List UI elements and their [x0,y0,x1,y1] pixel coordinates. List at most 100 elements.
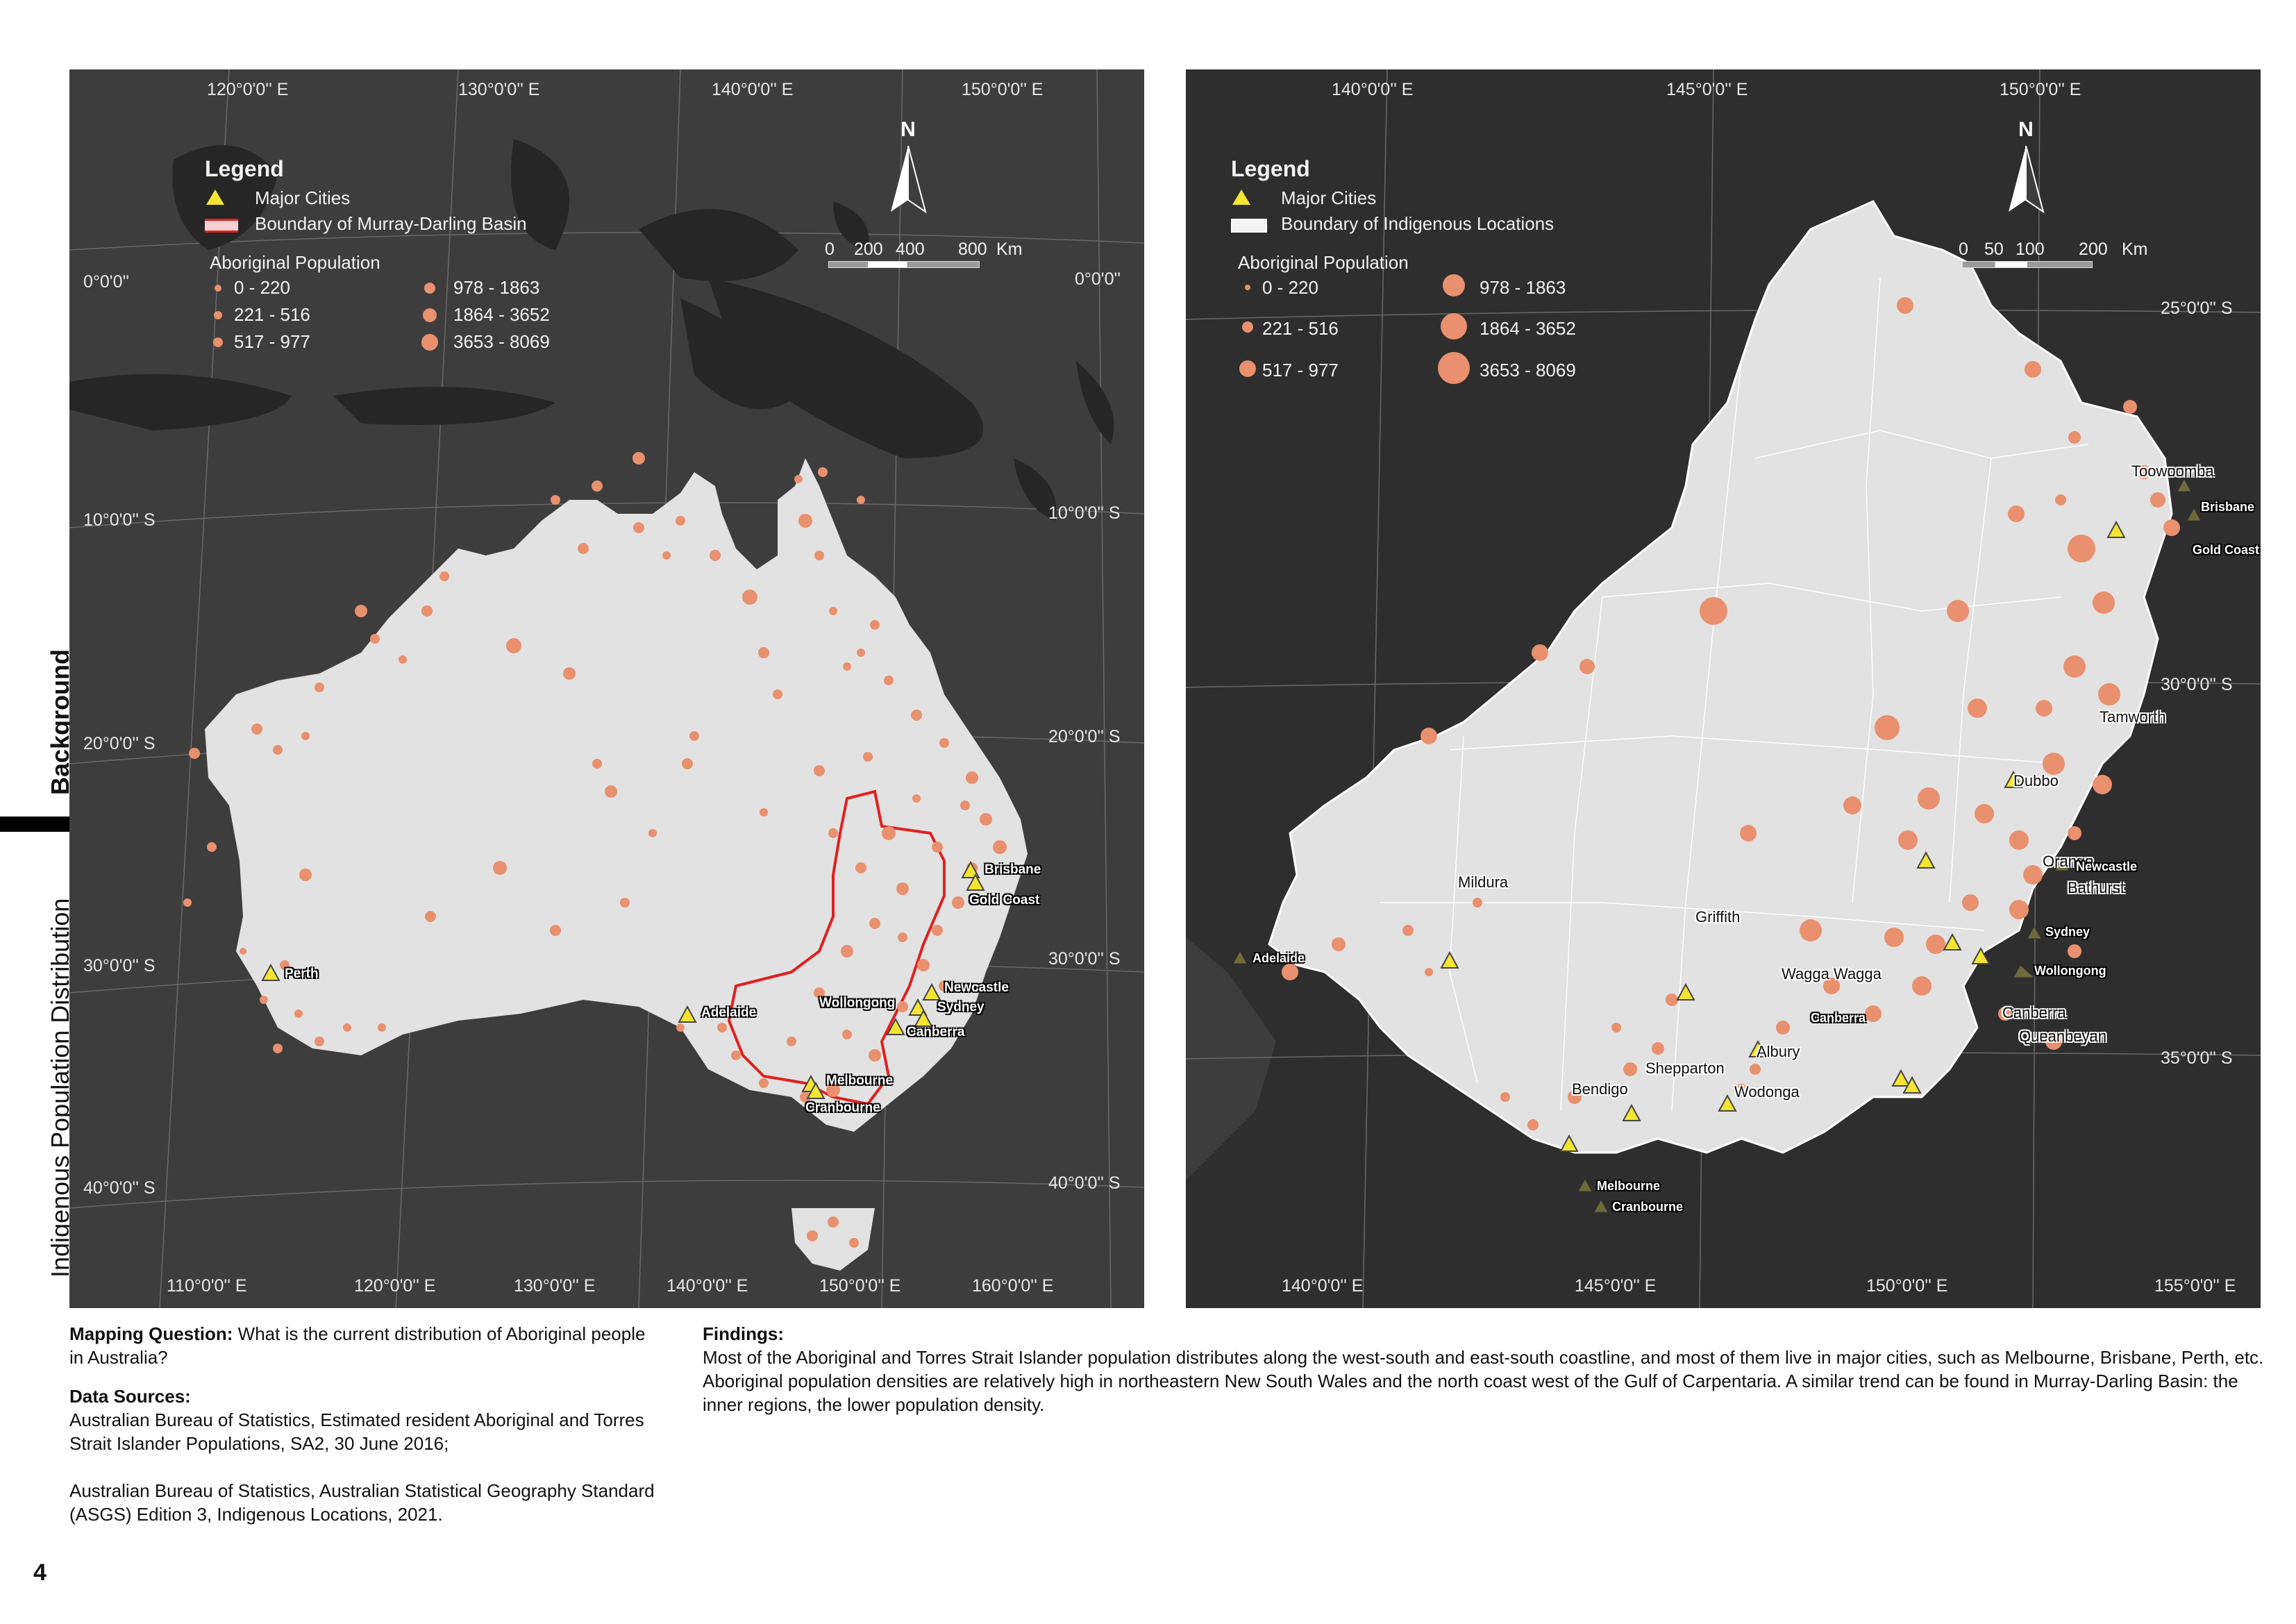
lat-left-1: 0°0'0'' [83,272,130,292]
lat-left-4: 30°0'0'' S [83,956,156,976]
city-label-wagga-wagga: Wagga Wagga [1782,965,1882,982]
r-pop-class-dot-3 [1239,360,1256,377]
lat-right-5: 40°0'0'' S [1048,1173,1121,1193]
lon-bottom-4: 140°0'0'' E [667,1276,748,1296]
r-lat-right-3: 35°0'0'' S [2161,1048,2233,1068]
r-legend-pop-title: Aboriginal Population [1238,252,1409,273]
lon-top-3: 140°0'0'' E [712,80,794,99]
r-legend-boundary: Boundary of Indigenous Locations [1281,213,1555,234]
city-label-melbourne: Melbourne [826,1073,894,1088]
lat-left-2: 10°0'0'' S [83,510,156,530]
city-label-queanbeyan: Queanbeyan [2019,1028,2106,1045]
data-sources-label: Data Sources: [69,1386,191,1407]
sea [1186,937,1276,1180]
r-scale-0: 0 [1959,240,1968,259]
scale-800: 800 [958,240,987,259]
city-label-adelaide: Adelaide [701,1005,757,1020]
city-label-canberra-r: Canberra [2002,1004,2066,1021]
lon-top-2: 130°0'0'' E [458,80,540,99]
r-lon-top-1: 140°0'0'' E [1332,80,1414,99]
section-divider [0,817,69,832]
lat-left-5: 40°0'0'' S [83,1178,156,1198]
scale-unit: Km [996,240,1023,259]
scale-bar [828,261,980,268]
r-pop-class-1: 0 - 220 [1262,277,1318,298]
north-arrow-icon [891,146,927,214]
city-label-wollongong: Wollongong [819,996,896,1010]
pop-class-5: 1864 - 3652 [453,304,550,325]
city-label-wollongong-r: Wollongong [2034,964,2106,978]
mapping-question: Mapping Question: What is the current di… [69,1322,660,1369]
side-title: Background Indigenous Population Distrib… [15,0,74,1624]
pop-class-dot-3 [213,337,223,347]
lon-bottom-1: 110°0'0'' E [167,1276,247,1296]
australia-map-graphic [69,69,1144,1308]
findings-label: Findings: [703,1323,784,1344]
boundary-swatch-icon [205,219,238,233]
city-label-cranbourne: Cranbourne [805,1100,880,1115]
city-label-orange: Orange [2043,853,2094,870]
city-label-shepparton: Shepparton [1645,1060,1725,1077]
r-scale-100: 100 [2016,240,2045,259]
r-boundary-swatch-icon [1231,219,1267,233]
city-label-dubbo: Dubbo [2013,772,2059,789]
scale-200: 200 [854,240,883,259]
murray-darling-map[interactable]: 140°0'0'' E 145°0'0'' E 150°0'0'' E 140°… [1186,69,2261,1308]
city-label-gold-coast: Gold Coast [969,893,1040,907]
r-lon-bottom-1: 140°0'0'' E [1282,1276,1364,1296]
r-scale-50: 50 [1984,240,2004,259]
australia-mainland [205,458,1028,1132]
city-markers-right [1440,520,2126,1152]
legend-boundary: Boundary of Murray-Darling Basin [255,213,527,234]
r-scale-200: 200 [2079,240,2108,259]
r-lon-bottom-3: 150°0'0'' E [1866,1276,1948,1296]
r-lon-top-3: 150°0'0'' E [2000,80,2081,99]
r-pop-class-dot-6 [1438,352,1470,384]
pop-class-3: 517 - 977 [234,331,310,352]
lat-right-4: 30°0'0'' S [1048,949,1121,969]
city-label-bathurst: Bathurst [2068,879,2125,896]
pop-class-dot-4 [424,283,435,294]
r-pop-class-dot-1 [1245,285,1250,290]
murray-darling-basin [1268,200,2173,1154]
city-label-toowoomba: Toowoomba [2131,462,2214,480]
north-label: N [900,118,916,141]
city-label-cranbourne-r: Cranbourne [1612,1200,1684,1214]
city-label-adelaide-r: Adelaide [1252,951,1305,965]
legend-major-cities: Major Cities [255,187,351,208]
lon-bottom-6: 160°0'0'' E [972,1276,1054,1296]
r-pop-class-dot-5 [1441,313,1467,340]
lat-right-2: 10°0'0'' S [1048,503,1121,523]
city-label-canberra: Canberra [907,1025,965,1039]
r-lon-bottom-4: 155°0'0'' E [2154,1276,2236,1296]
indigenous-location-boundaries [1380,277,2089,1112]
city-label-canberra-out: Canberra [1811,1011,1866,1025]
r-pop-class-dot-2 [1242,321,1253,333]
r-lon-bottom-2: 145°0'0'' E [1575,1276,1657,1296]
city-label-bendigo: Bendigo [1572,1080,1628,1098]
city-label-melbourne-r: Melbourne [1597,1179,1661,1193]
lon-top-4: 150°0'0'' E [962,80,1044,99]
city-label-mildura: Mildura [1458,873,1509,891]
city-label-brisbane: Brisbane [984,862,1041,877]
city-label-tamworth: Tamworth [2100,708,2166,726]
findings-text: Most of the Aboriginal and Torres Strait… [703,1347,2264,1415]
r-legend-major-cities: Major Cities [1281,187,1377,208]
city-label-sydney-r: Sydney [2045,925,2090,939]
scale-0: 0 [825,240,835,259]
r-city-triangle-icon [1232,190,1250,205]
mapping-question-label: Mapping Question: [69,1323,233,1344]
r-north-label: N [2018,118,2034,141]
population-dots [183,452,1007,1248]
lon-top-1: 120°0'0'' E [207,80,289,99]
legend-title: Legend [205,156,284,181]
page-number: 4 [33,1559,47,1586]
legend-pop-title: Aboriginal Population [210,252,380,273]
australia-map[interactable]: 120°0'0'' E 130°0'0'' E 140°0'0'' E 150°… [69,69,1144,1308]
lat-right-3: 20°0'0'' S [1048,727,1121,746]
r-scale-bar [1962,261,2093,268]
r-scale-unit: Km [2122,240,2148,259]
city-label-gold-coast-r: Gold Coast [2193,543,2260,557]
population-dots-right [1282,297,2180,1130]
r-pop-class-2: 221 - 516 [1262,318,1339,339]
